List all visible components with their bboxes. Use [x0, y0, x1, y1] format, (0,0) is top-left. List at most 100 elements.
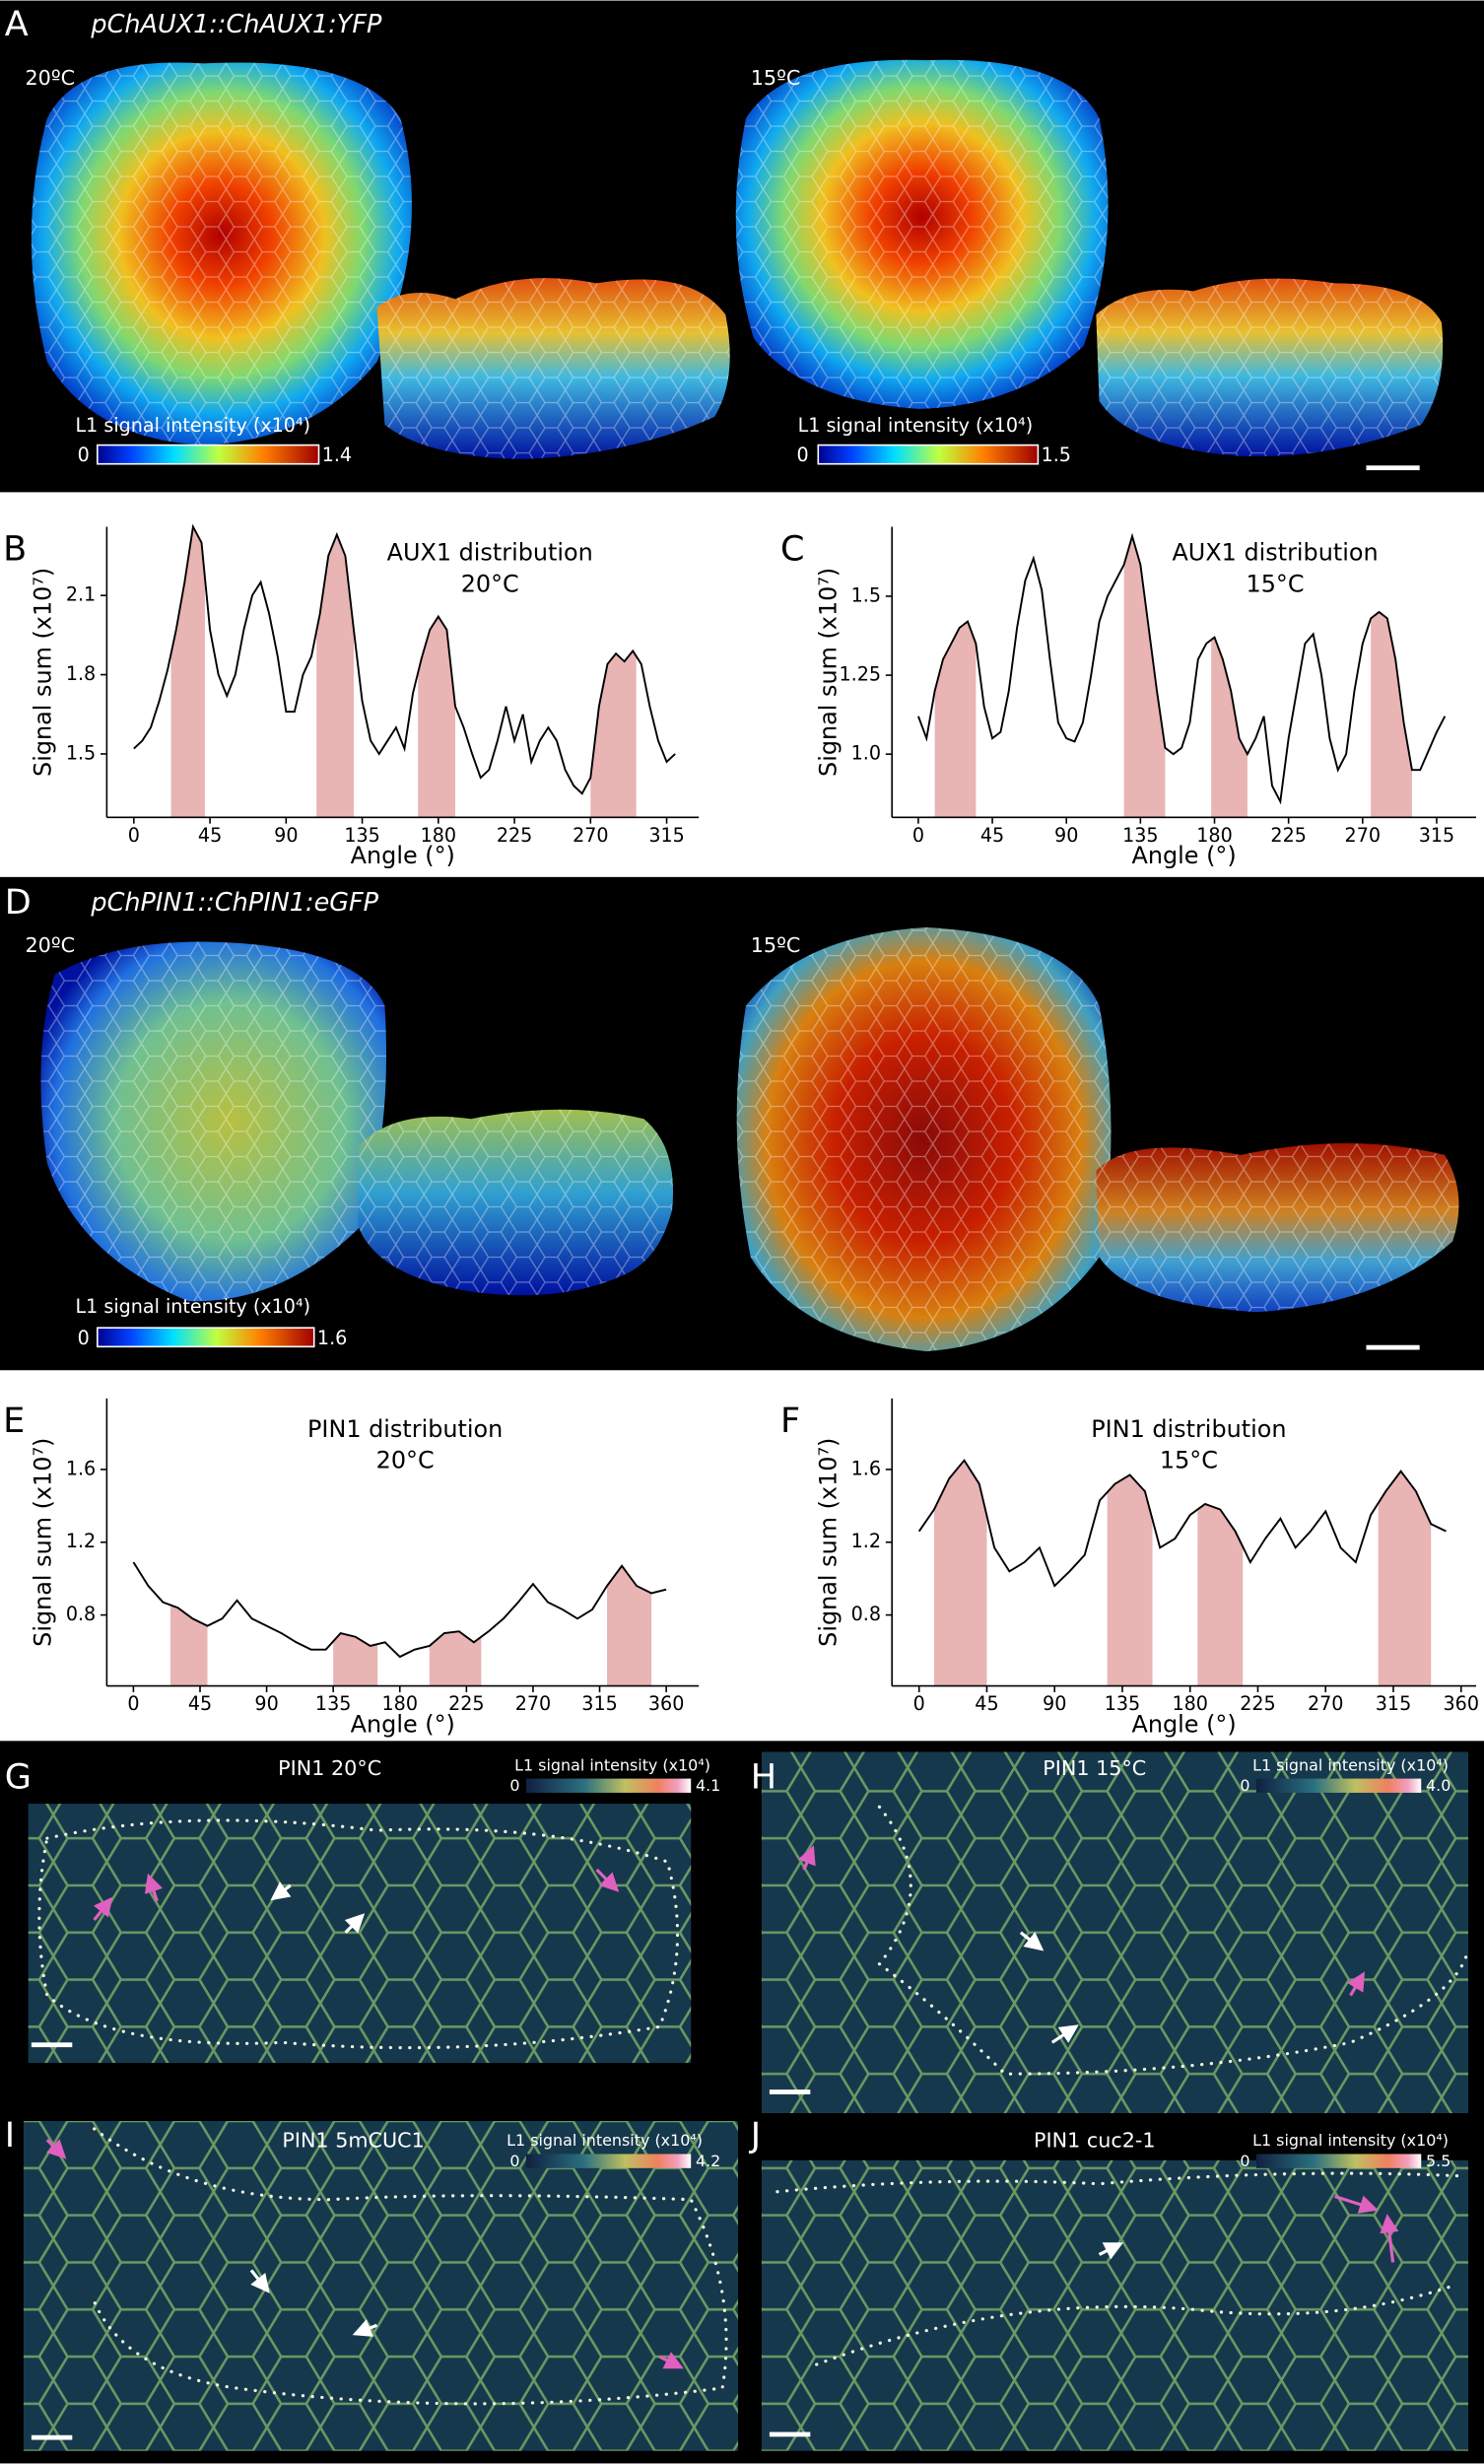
cell-outlines: [376, 278, 730, 459]
highlight: [933, 1460, 987, 1686]
colorbar: [525, 1778, 692, 1793]
cell-outlines: [40, 941, 387, 1302]
data-line: [132, 1561, 667, 1659]
highlight: [170, 526, 205, 818]
colorbar-title: L1 signal intensity (x10⁴): [506, 2131, 703, 2150]
chart-subtitle: 20°C: [376, 1447, 435, 1474]
x-axis-label: Angle (°): [1132, 1710, 1237, 1738]
highlight: [316, 534, 354, 818]
cell-outlines: [28, 1804, 692, 2064]
cell-outlines: [1096, 1142, 1459, 1313]
colorbar-min: 0: [797, 444, 809, 466]
x-tick-label: 180: [1172, 1692, 1207, 1715]
panel-label: A: [5, 4, 29, 44]
x-tick-label: 225: [1240, 1692, 1275, 1715]
x-tick-label: 270: [1308, 1692, 1343, 1715]
data-line: [917, 532, 1447, 805]
x-tick-label: 180: [1196, 824, 1232, 847]
colorbar-min: 0: [509, 2152, 519, 2170]
colorbar-min: 0: [78, 1327, 90, 1349]
y-tick-label: 1.2: [851, 1530, 881, 1552]
construct-name: pChPIN1::ChPIN1:eGFP: [90, 888, 378, 918]
pin1-arrow: [249, 2269, 270, 2293]
cell-outlines: [736, 926, 1112, 1352]
panel-label: H: [751, 1757, 776, 1798]
x-tick-label: 180: [421, 824, 456, 847]
colorbar: [525, 2154, 692, 2168]
highlight: [934, 621, 977, 818]
outline: [877, 1805, 1470, 2076]
x-tick-label: 90: [1043, 1692, 1066, 1715]
cell-outlines: [31, 62, 412, 445]
outline: [93, 2127, 728, 2406]
highlight: [1371, 611, 1412, 818]
x-tick-label: 315: [1376, 1692, 1411, 1715]
x-tick-label: 135: [344, 824, 379, 847]
colorbar-max: 1.4: [322, 444, 352, 466]
scale-bar: [1366, 465, 1420, 471]
cell-outlines: [1096, 278, 1444, 457]
cell-outlines: [735, 59, 1109, 409]
y-tick-label: 1.25: [839, 663, 881, 686]
scale-bar: [31, 2042, 73, 2048]
pin1-arrow: [344, 1913, 366, 1934]
x-tick-label: 0: [128, 824, 140, 847]
pin1-arrow: [270, 1882, 292, 1901]
highlight: [590, 650, 637, 818]
highlight: [418, 616, 455, 818]
panel-label: E: [3, 1401, 25, 1441]
panel-label: J: [749, 2115, 761, 2156]
y-tick-label: 1.0: [851, 742, 881, 765]
highlight: [1123, 536, 1166, 818]
y-tick-label: 1.8: [66, 662, 96, 685]
colorbar-title: L1 signal intensity (x10⁴): [514, 1755, 710, 1774]
image-title: PIN1 15°C: [1043, 1756, 1146, 1780]
image-title: PIN1 20°C: [278, 1756, 381, 1780]
x-tick-label: 45: [198, 824, 222, 847]
panel-label: I: [5, 2115, 15, 2156]
y-axis-label: Signal sum (x10⁷): [814, 568, 842, 777]
pin1-arrow: [1346, 1971, 1366, 1997]
x-tick-label: 360: [648, 1692, 684, 1715]
x-tick-label: 0: [912, 824, 924, 847]
pin1-arrow: [1019, 1931, 1045, 1951]
colorbar: [1255, 1778, 1422, 1793]
highlight: [333, 1633, 378, 1686]
x-tick-label: 180: [382, 1692, 418, 1715]
pin1-arrow: [1050, 2024, 1079, 2044]
pin1-arrow: [1098, 2242, 1124, 2260]
x-tick-label: 315: [581, 1692, 617, 1715]
x-tick-label: 90: [254, 1692, 278, 1715]
image-title: PIN1 5mCUC1: [282, 2129, 424, 2153]
temperature-label: 20ºC: [25, 66, 75, 90]
x-tick-label: 0: [127, 1692, 139, 1715]
cell-outlines: [23, 2121, 739, 2451]
temperature-label: 20ºC: [25, 933, 75, 957]
colorbar: [97, 1327, 315, 1348]
outline: [37, 1818, 680, 2050]
chart-title: PIN1 distribution: [1091, 1415, 1286, 1443]
y-axis-label: Signal sum (x10⁷): [30, 1438, 57, 1647]
scale-bar: [31, 2434, 73, 2440]
panel-label: B: [3, 528, 27, 569]
scale-bar: [769, 2089, 811, 2094]
y-tick-label: 1.6: [851, 1457, 881, 1479]
data-line: [917, 1459, 1447, 1588]
panel-label: F: [780, 1401, 800, 1441]
y-tick-label: 1.5: [66, 741, 96, 764]
x-tick-label: 135: [1105, 1692, 1140, 1715]
y-tick-label: 1.6: [66, 1457, 96, 1479]
colorbar-min: 0: [1240, 1776, 1249, 1795]
cell-outlines: [358, 1109, 674, 1296]
temperature-label: 15ºC: [751, 933, 801, 957]
y-axis-label: Signal sum (x10⁷): [814, 1438, 842, 1647]
x-tick-label: 90: [274, 824, 298, 847]
chart-title: AUX1 distribution: [387, 539, 593, 567]
cell-outlines: [761, 2159, 1469, 2451]
x-axis-label: Angle (°): [351, 842, 455, 869]
x-tick-label: 225: [1270, 824, 1306, 847]
highlight: [607, 1565, 652, 1686]
colorbar-min: 0: [1240, 2152, 1249, 2170]
y-tick-label: 2.1: [66, 583, 96, 606]
colorbar-min: 0: [509, 1776, 519, 1795]
